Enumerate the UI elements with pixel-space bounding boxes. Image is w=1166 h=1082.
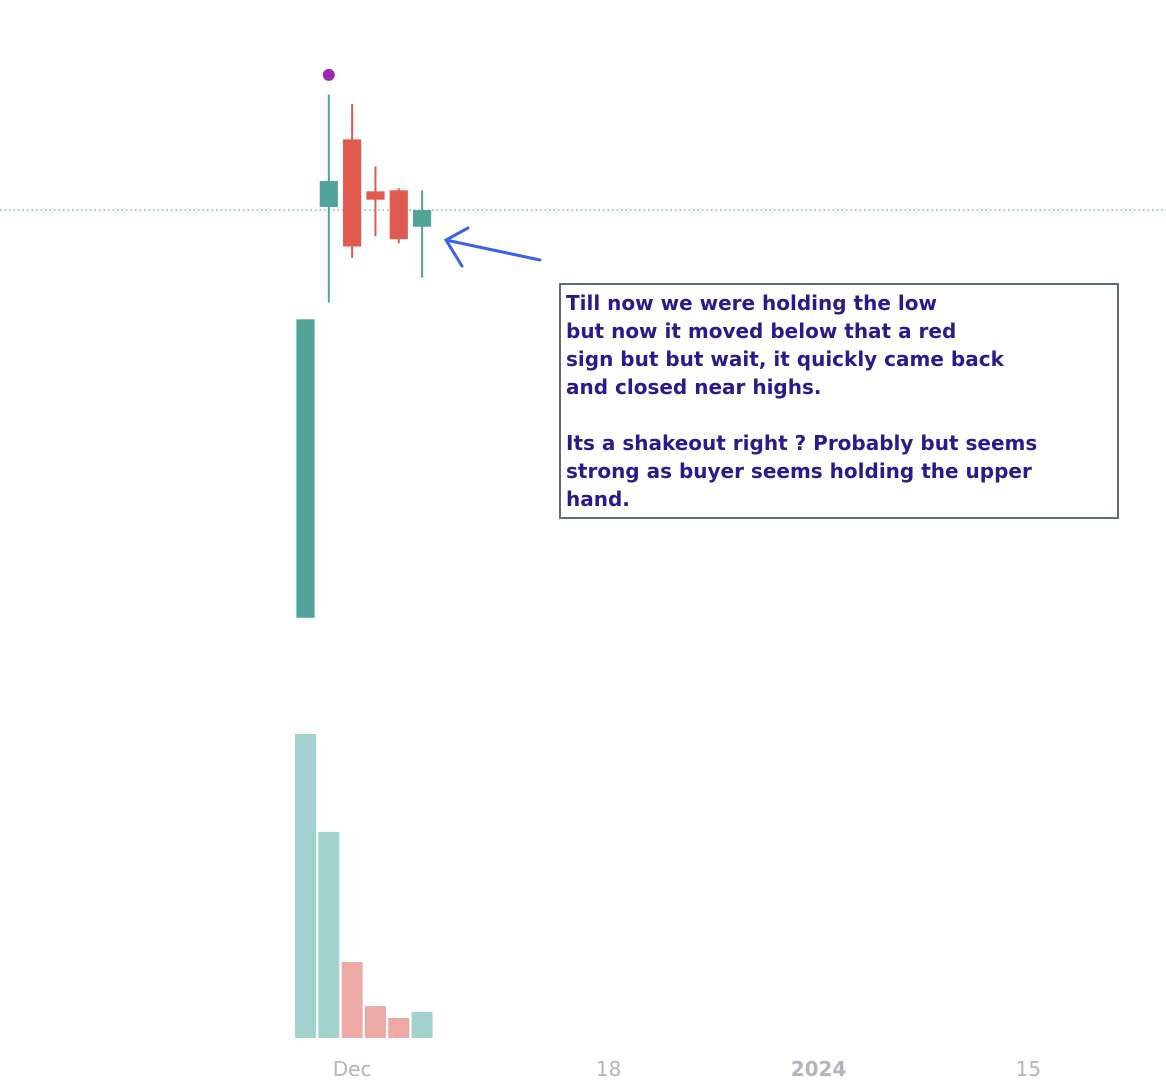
- candle-body: [412, 210, 432, 227]
- annotation-box: [559, 283, 1119, 519]
- volume-bar: [341, 962, 363, 1038]
- volume-bar: [318, 831, 340, 1038]
- arrow: [443, 226, 542, 268]
- x-tick-label: 2024: [791, 1057, 847, 1081]
- x-tick-label: 18: [596, 1057, 621, 1081]
- candle-body: [389, 190, 408, 240]
- annotation-line: hand.: [566, 487, 630, 511]
- volume-bar: [388, 1017, 410, 1038]
- annotation-line: and closed near highs.: [566, 375, 822, 399]
- marker: [322, 68, 335, 81]
- candle-body: [319, 180, 338, 207]
- candle-body: [343, 139, 362, 247]
- candle-body: [296, 319, 315, 618]
- volume-bar: [411, 1011, 433, 1038]
- annotation-line: strong as buyer seems holding the upper: [566, 459, 1032, 483]
- annotation-line: sign but but wait, it quickly came back: [566, 347, 1005, 371]
- annotation-line: Its a shakeout right ? Probably but seem…: [566, 431, 1037, 455]
- candle-body: [366, 191, 385, 200]
- volume-bar: [364, 1006, 386, 1038]
- x-tick-label: 15: [1016, 1057, 1041, 1081]
- volume-bar: [294, 734, 316, 1038]
- annotation-line: Till now we were holding the low: [566, 291, 937, 315]
- x-tick-label: Dec: [333, 1057, 372, 1081]
- annotation-line: but now it moved below that a red: [566, 319, 956, 343]
